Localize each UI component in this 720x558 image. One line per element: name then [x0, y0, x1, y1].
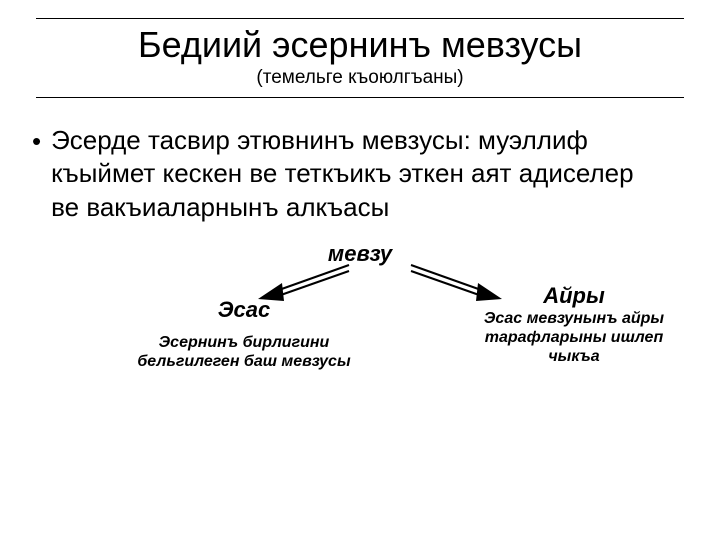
diagram-left-column: Эсас Эсернинъ бирлигини бельгилеген баш … — [129, 297, 359, 371]
diagram-left-heading: Эсас — [129, 297, 359, 323]
body-area: • Эсерде тасвир этювнинъ мевзусы: муэлли… — [54, 124, 666, 455]
bullet-dot-icon: • — [32, 124, 41, 158]
concept-diagram: мевзу Эсас Эсернинъ бирлигини бельгилеге… — [54, 235, 666, 455]
diagram-right-column: Айры Эсас мевзунынъ айры тарафларыны ишл… — [474, 283, 674, 367]
diagram-right-heading: Айры — [474, 283, 674, 309]
diagram-left-subtext: Эсернинъ бирлигини бельгилеген баш мевзу… — [129, 333, 359, 371]
page-subtitle: (темельге къоюлгъаны) — [36, 67, 684, 89]
page-title: Бедиий эсернинъ мевзусы — [36, 25, 684, 65]
title-block: Бедиий эсернинъ мевзусы (темельге къоюлг… — [36, 18, 684, 98]
bullet-item: • Эсерде тасвир этювнинъ мевзусы: муэлли… — [54, 124, 666, 225]
diagram-right-subtext: Эсас мевзунынъ айры тарафларыны ишлеп чы… — [474, 309, 674, 367]
bullet-text: Эсерде тасвир этювнинъ мевзусы: муэллиф … — [51, 124, 666, 225]
